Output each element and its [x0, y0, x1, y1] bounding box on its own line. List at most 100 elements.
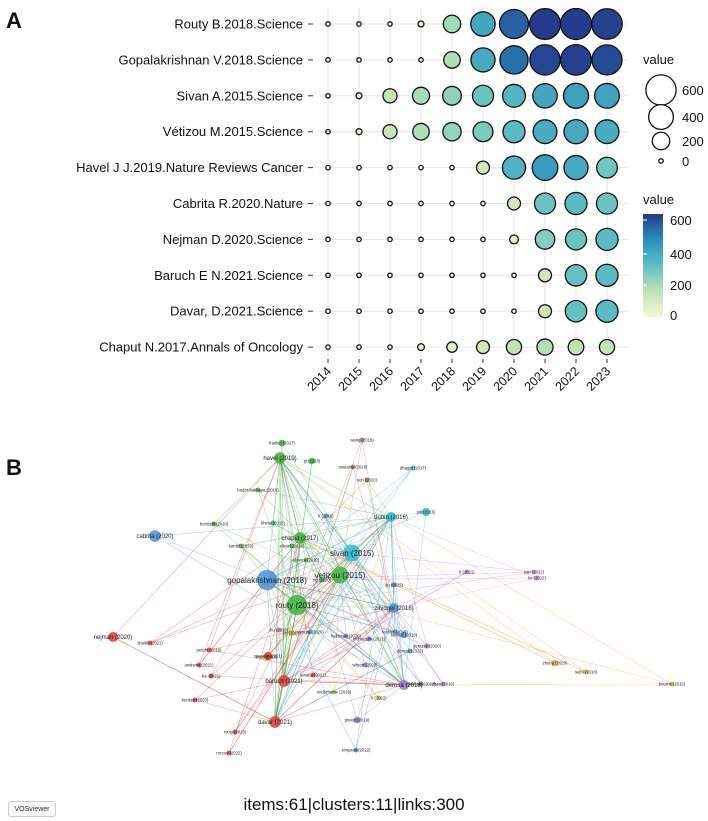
network-link: [198, 457, 281, 666]
network-node-label: benitez (2023): [182, 697, 209, 702]
bubble: [382, 124, 398, 140]
bubble: [325, 57, 331, 63]
panel-b-label: B: [6, 455, 22, 480]
network-link: [266, 579, 405, 686]
bubble: [325, 200, 331, 207]
network-link: [283, 466, 354, 682]
network-node-label: derosa (2022): [397, 648, 424, 653]
color-legend-label: 200: [670, 278, 692, 293]
network-link: [351, 552, 422, 685]
bubble: [598, 338, 616, 356]
network-link: [299, 537, 323, 581]
y-tick-label: Cabrita R.2020.Nature: [173, 196, 303, 211]
network-node-label: mohiuddin (2021): [353, 636, 386, 641]
network-link: [390, 516, 395, 609]
y-tick-label: Chaput N.2017.Annals of Oncology: [99, 340, 303, 355]
network-link: [266, 577, 538, 581]
network-link: [266, 467, 414, 581]
network-link: [274, 650, 411, 723]
network-link: [296, 584, 395, 606]
network-node-label: lin (2022): [528, 575, 546, 580]
bubble: [595, 263, 619, 287]
network-node: [274, 452, 286, 464]
bubble: [446, 341, 458, 353]
bubble: [563, 119, 589, 145]
network-link: [274, 545, 293, 723]
network-link: [274, 516, 392, 723]
network-link: [296, 552, 353, 606]
network-map: routy (2018) gopalakrishnan (2018) vetizou…: [94, 437, 686, 755]
network-node-label: davar (2021): [258, 720, 292, 726]
bubble: [325, 344, 331, 350]
network-link: [366, 479, 395, 609]
network-link: [296, 604, 396, 633]
network-node-label: chaput (2017): [281, 536, 318, 542]
network-link: [296, 604, 405, 686]
network-link: [210, 675, 405, 686]
network-link: [279, 457, 341, 576]
network-node: [464, 569, 470, 575]
network-node-label: buder-bakhaya (2016): [237, 487, 279, 492]
network-link: [279, 457, 314, 676]
bubble: [418, 164, 424, 171]
network-link: [339, 574, 395, 586]
network-node: [353, 747, 359, 753]
bubble: [475, 160, 491, 175]
network-link: [266, 579, 428, 647]
network-node-label: ng (2020): [313, 577, 332, 582]
bubble: [382, 88, 398, 104]
network-link: [366, 479, 392, 518]
network-link: [279, 457, 323, 581]
network-node-label: vetizou (2015): [315, 571, 366, 580]
bubble: [591, 8, 623, 40]
bubble: [356, 308, 362, 315]
network-link: [112, 457, 281, 638]
network-link: [291, 552, 353, 634]
bubble: [449, 236, 455, 243]
network-link: [274, 604, 298, 723]
network-link: [296, 604, 380, 699]
bubble: [595, 192, 619, 215]
x-tick-label: 2023: [584, 364, 614, 394]
network-node: [108, 632, 118, 642]
network-link: [352, 466, 395, 609]
network-link: [274, 607, 395, 723]
network-node: [289, 543, 295, 549]
network-link: [296, 516, 392, 606]
network-link: [266, 574, 341, 581]
y-tick-label: Davar, D.2021.Science: [170, 304, 303, 319]
network-node-label: shaikh (2021): [137, 640, 163, 645]
network-node-label: mokhtari (2022): [406, 681, 436, 686]
network-link: [228, 574, 341, 754]
network-node-label: sivan (2015): [330, 549, 374, 558]
network-link: [266, 579, 395, 609]
network-link: [283, 574, 341, 682]
network-node-label: nejman (2020): [94, 635, 133, 641]
network-link: [283, 638, 370, 682]
size-legend-key: [645, 74, 677, 106]
network-link: [312, 674, 405, 686]
network-link: [390, 516, 428, 647]
network-node: [270, 520, 276, 526]
bubble: [595, 227, 619, 252]
network-node: [399, 680, 409, 690]
network-link: [278, 607, 395, 631]
network-link: [339, 574, 396, 633]
network-node: [286, 594, 308, 616]
network-link: [312, 607, 395, 676]
network-node-label: soulaine (2018): [339, 464, 368, 469]
size-legend-key: [647, 103, 675, 131]
network-link: [299, 537, 556, 664]
bubble: [537, 268, 553, 283]
y-tick-label: Vétizou M.2015.Science: [163, 124, 303, 139]
network-link: [393, 607, 405, 686]
network-link: [333, 574, 341, 693]
network-node-label: gerassy (2020): [413, 643, 442, 648]
color-legend-bar: [643, 214, 663, 317]
bubble: [418, 236, 424, 243]
vosviewer-logo: VOSviewer: [8, 801, 56, 817]
network-link: [283, 571, 468, 682]
network-link: [299, 537, 587, 673]
network-node: [353, 716, 361, 724]
bubble: [418, 308, 424, 315]
